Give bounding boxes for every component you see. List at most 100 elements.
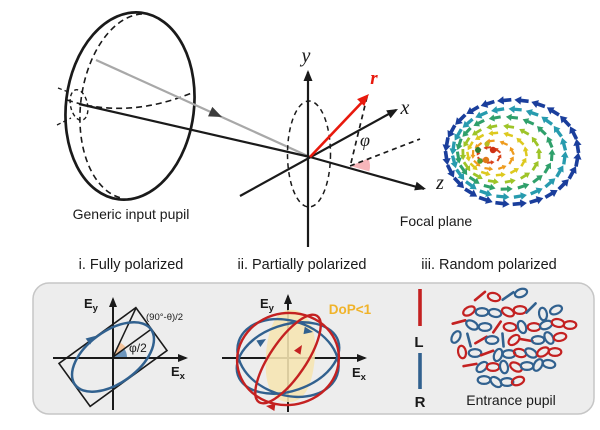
field-arrow-icon — [504, 177, 516, 185]
scatter-glyph — [487, 307, 503, 319]
scatter-glyph — [499, 376, 515, 388]
field-arrow-icon — [475, 110, 489, 119]
field-dot-icon — [484, 141, 490, 147]
field-arrow-icon — [452, 176, 465, 189]
ey-label: Ey — [260, 296, 275, 314]
field-arrow-icon — [483, 145, 492, 150]
field-arrow-icon — [508, 105, 522, 114]
scatter-glyph — [507, 333, 521, 347]
field-arrow-icon — [449, 141, 458, 155]
theta-wedge — [113, 342, 126, 357]
scatter-glyph — [479, 349, 495, 357]
scatter-glyph — [548, 304, 564, 316]
field-arrow-icon — [495, 171, 506, 178]
field-arrow-icon — [519, 172, 531, 180]
scatter-glyph — [547, 346, 563, 358]
random-ellipse-cluster — [450, 287, 578, 389]
scatter-glyph — [562, 319, 578, 331]
field-arrow-icon — [544, 178, 556, 189]
field-arrow-icon — [532, 175, 543, 184]
field-arrow-icon — [463, 136, 471, 148]
partially-polarized-plot: Ey Ex DoP<1 — [222, 294, 372, 412]
field-arrow-icon — [466, 105, 480, 115]
field-arrow-icon — [488, 130, 499, 137]
field-arrow-icon — [529, 187, 543, 196]
polarization-ellipse — [70, 321, 156, 393]
scatter-glyph — [501, 332, 505, 348]
random-polarized-plot: L R Entrance pupil — [414, 287, 578, 411]
scatter-glyph — [450, 330, 462, 344]
field-arrow-icon — [471, 128, 483, 136]
field-arrow-icon — [479, 189, 493, 197]
field-arrow-icon — [472, 172, 483, 180]
field-arrow-icon — [522, 118, 535, 126]
field-arrow-icon — [505, 113, 519, 121]
field-arrow-icon — [567, 166, 577, 180]
field-arrow-icon — [445, 164, 455, 178]
field-arrow-icon — [462, 117, 474, 128]
scatter-glyph — [518, 337, 534, 343]
scatter-glyph — [509, 361, 523, 373]
field-arrow-icon — [450, 155, 459, 169]
field-arrow-icon — [464, 187, 478, 197]
field-arrow-icon — [462, 126, 472, 137]
input-pupil-caption: Generic input pupil — [73, 206, 190, 222]
scatter-glyph — [465, 319, 479, 331]
z-axis-arrowhead-icon — [414, 181, 426, 191]
field-arrow-icon — [535, 147, 543, 159]
field-arrow-icon — [464, 180, 477, 190]
field-arrow-icon — [503, 123, 515, 130]
field-arrow-icon — [536, 126, 547, 136]
scatter-glyph — [536, 346, 550, 358]
field-arrow-icon — [559, 137, 568, 151]
scatter-glyph — [462, 362, 478, 368]
field-arrow-icon — [455, 113, 467, 125]
scatter-glyph — [543, 331, 555, 345]
scatter-glyph — [552, 331, 568, 343]
dop-region-blob — [265, 309, 316, 403]
field-arrow-icon — [531, 100, 546, 109]
field-dot-icon — [489, 146, 497, 154]
field-arrow-icon — [573, 152, 582, 167]
field-arrow-icon — [496, 192, 510, 201]
dome-aperture-dashed — [69, 89, 89, 121]
scatter-glyph — [502, 321, 518, 333]
field-arrow-icon — [462, 161, 471, 172]
ex-axis-arrowhead-icon — [357, 354, 367, 362]
field-arrow-icon — [514, 96, 529, 105]
entrance-pupil-caption: Entrance pupil — [466, 392, 556, 408]
y-axis-label: y — [300, 45, 311, 67]
scatter-glyph — [498, 359, 510, 375]
scatter-glyph — [473, 290, 487, 302]
field-dot-icon — [482, 156, 490, 164]
field-arrow-icon — [555, 165, 564, 178]
field-arrow-icon — [442, 137, 451, 152]
blue-ellipse-1 — [235, 321, 341, 395]
field-arrow-icon — [467, 141, 474, 151]
field-arrow-icon — [573, 138, 582, 154]
red-ellipse-1 — [235, 311, 341, 407]
dop-label: DoP<1 — [329, 302, 372, 317]
field-arrow-icon — [470, 150, 476, 159]
scatter-glyph — [475, 360, 489, 374]
x-axis-arrowhead-icon — [386, 109, 398, 119]
field-arrow-icon — [495, 199, 510, 208]
field-arrow-icon — [513, 192, 527, 200]
ey-axis-arrowhead-icon — [284, 294, 292, 304]
ex-label: Ex — [352, 365, 367, 383]
field-arrow-icon — [473, 118, 485, 127]
scatter-glyph — [525, 302, 537, 314]
scatter-glyph — [491, 320, 503, 334]
field-arrow-icon — [503, 131, 514, 138]
field-arrow-icon — [522, 146, 529, 157]
field-arrow-icon — [517, 182, 530, 190]
scatter-glyph — [489, 375, 503, 389]
field-arrow-icon — [519, 128, 530, 136]
red-arrowhead-icon — [266, 403, 276, 412]
scatter-glyph — [492, 347, 504, 363]
field-arrow-icon — [560, 151, 569, 165]
z-axis — [309, 155, 425, 191]
red-arrowhead-icon — [294, 345, 302, 355]
